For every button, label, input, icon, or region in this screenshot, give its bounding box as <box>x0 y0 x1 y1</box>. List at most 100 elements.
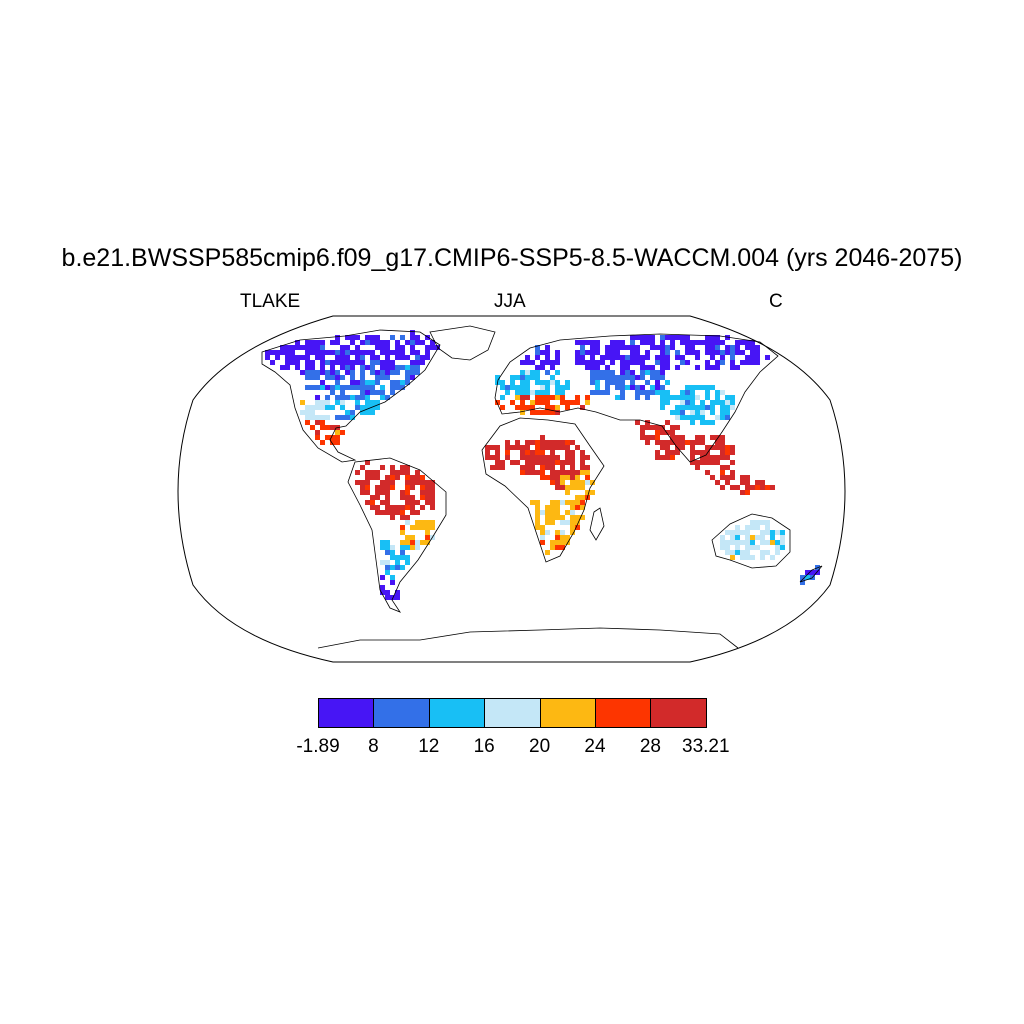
land-cell <box>385 365 390 370</box>
land-cell <box>540 450 545 455</box>
land-cell <box>720 355 725 360</box>
land-cell <box>380 585 385 590</box>
land-cell <box>385 570 390 575</box>
land-cell <box>585 480 590 485</box>
land-cell <box>550 500 555 505</box>
land-cell <box>640 360 645 365</box>
land-cell <box>530 400 535 405</box>
land-cell <box>310 415 315 420</box>
land-cell <box>740 540 745 545</box>
land-cell <box>530 360 535 365</box>
land-cell <box>345 370 350 375</box>
land-cell <box>365 350 370 355</box>
land-cell <box>670 430 675 435</box>
land-cell <box>340 395 345 400</box>
land-cell <box>415 520 420 525</box>
land-cell <box>385 595 390 600</box>
land-cell <box>400 555 405 560</box>
land-cell <box>325 405 330 410</box>
land-cell <box>715 345 720 350</box>
land-cell <box>650 345 655 350</box>
land-cell <box>335 385 340 390</box>
land-cell <box>630 355 635 360</box>
land-cell <box>665 440 670 445</box>
land-cell <box>530 375 535 380</box>
land-cell <box>365 500 370 505</box>
land-cell <box>665 455 670 460</box>
land-cell <box>355 380 360 385</box>
land-cell <box>605 365 610 370</box>
land-cell <box>410 350 415 355</box>
land-cell <box>350 365 355 370</box>
land-cell <box>540 530 545 535</box>
land-cell <box>330 340 335 345</box>
land-cell <box>410 375 415 380</box>
land-cell <box>535 390 540 395</box>
land-cell <box>740 350 745 355</box>
land-cell <box>620 340 625 345</box>
land-cell <box>715 365 720 370</box>
land-cell <box>505 385 510 390</box>
land-cell <box>330 435 335 440</box>
land-cell <box>695 405 700 410</box>
land-cell <box>640 385 645 390</box>
land-cell <box>520 370 525 375</box>
land-cell <box>755 535 760 540</box>
land-cell <box>525 460 530 465</box>
land-cell <box>545 510 550 515</box>
land-cell <box>425 355 430 360</box>
land-cell <box>705 360 710 365</box>
land-cell <box>380 350 385 355</box>
land-cell <box>315 340 320 345</box>
land-cell <box>365 460 370 465</box>
land-cell <box>690 400 695 405</box>
land-cell <box>430 480 435 485</box>
land-cell <box>525 360 530 365</box>
coast-north-america <box>261 329 441 463</box>
land-cell <box>375 505 380 510</box>
land-cell <box>730 460 735 465</box>
land-cell <box>640 370 645 375</box>
land-cell <box>390 380 395 385</box>
land-cell <box>695 410 700 415</box>
land-cell <box>345 350 350 355</box>
land-cell <box>350 360 355 365</box>
land-cell <box>545 370 550 375</box>
land-cell <box>670 410 675 415</box>
land-cell <box>720 340 725 345</box>
land-cell <box>640 430 645 435</box>
land-cell <box>670 455 675 460</box>
land-cell <box>730 350 735 355</box>
land-cell <box>410 335 415 340</box>
land-cell <box>415 510 420 515</box>
land-cell <box>490 455 495 460</box>
land-cell <box>535 440 540 445</box>
land-cell <box>415 545 420 550</box>
land-cell <box>385 485 390 490</box>
land-cell <box>635 350 640 355</box>
land-cell <box>590 390 595 395</box>
land-cell <box>425 490 430 495</box>
land-cell <box>700 455 705 460</box>
land-cell <box>400 380 405 385</box>
land-cell <box>700 410 705 415</box>
land-cell <box>345 415 350 420</box>
land-cell <box>695 450 700 455</box>
land-cell <box>665 430 670 435</box>
land-cell <box>565 455 570 460</box>
land-cell <box>585 340 590 345</box>
land-cell <box>545 530 550 535</box>
land-cell <box>670 450 675 455</box>
colorbar-swatch <box>595 698 652 728</box>
land-cell <box>670 345 675 350</box>
land-cell <box>645 340 650 345</box>
land-cell <box>570 500 575 505</box>
land-cell <box>550 480 555 485</box>
land-cell <box>405 560 410 565</box>
land-cell <box>555 440 560 445</box>
land-cell <box>380 370 385 375</box>
land-cell <box>555 510 560 515</box>
land-cell <box>350 375 355 380</box>
land-cell <box>410 505 415 510</box>
land-cell <box>335 375 340 380</box>
